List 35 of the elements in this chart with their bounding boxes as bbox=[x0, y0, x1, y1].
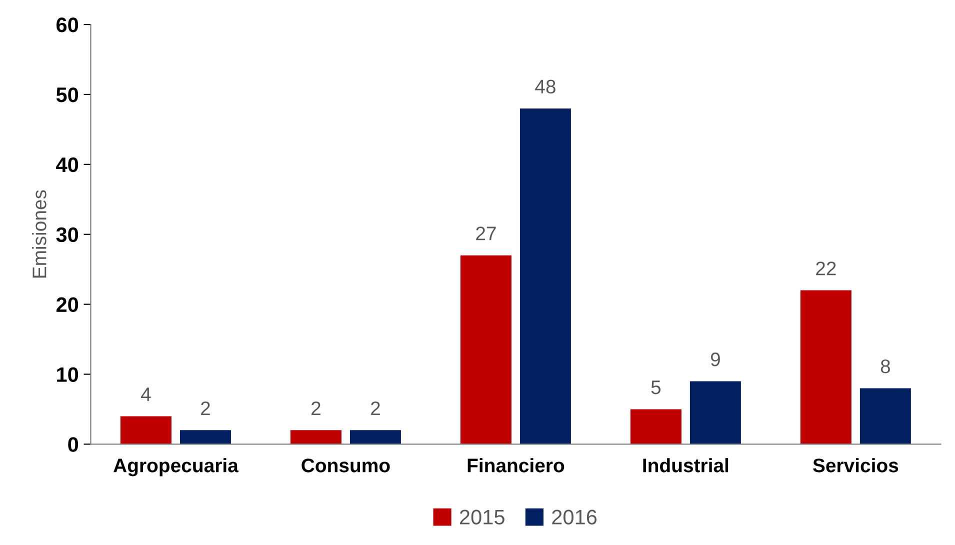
data-label: 48 bbox=[535, 80, 556, 94]
data-label: 2 bbox=[201, 401, 210, 416]
data-label: 4 bbox=[141, 388, 151, 402]
y-tick-label: 40 bbox=[56, 157, 78, 172]
bar bbox=[290, 430, 342, 444]
y-axis-title: Emisiones bbox=[32, 190, 46, 278]
bar bbox=[460, 255, 512, 444]
data-label: 27 bbox=[476, 226, 496, 240]
bar bbox=[350, 430, 401, 444]
x-tick-label: Industrial bbox=[643, 458, 728, 472]
y-tick-label: 30 bbox=[56, 227, 78, 242]
bar bbox=[120, 416, 172, 444]
x-tick-label: Agropecuaria bbox=[114, 458, 239, 476]
data-label: 2 bbox=[312, 401, 320, 416]
legend-label: 2016 bbox=[552, 510, 597, 524]
y-tick-label: 10 bbox=[57, 367, 78, 382]
data-label: 9 bbox=[710, 352, 720, 366]
bar bbox=[520, 108, 571, 444]
legend-label: 2015 bbox=[460, 510, 504, 524]
x-tick-label: Financiero bbox=[468, 458, 564, 472]
x-tick-label: Servicios bbox=[813, 458, 898, 472]
data-label: 22 bbox=[816, 262, 836, 276]
y-tick-label: 20 bbox=[56, 297, 78, 312]
y-tick-label: 60 bbox=[56, 18, 78, 32]
x-tick-label: Consumo bbox=[302, 458, 390, 472]
bar bbox=[630, 409, 682, 444]
bar bbox=[860, 388, 911, 444]
data-label: 8 bbox=[880, 360, 890, 374]
bar bbox=[180, 430, 231, 444]
bar bbox=[800, 290, 852, 444]
bar bbox=[690, 381, 741, 444]
y-tick-label: 0 bbox=[68, 437, 78, 452]
y-tick-label: 50 bbox=[56, 87, 78, 102]
data-label: 5 bbox=[651, 380, 661, 394]
data-label: 2 bbox=[371, 401, 380, 416]
